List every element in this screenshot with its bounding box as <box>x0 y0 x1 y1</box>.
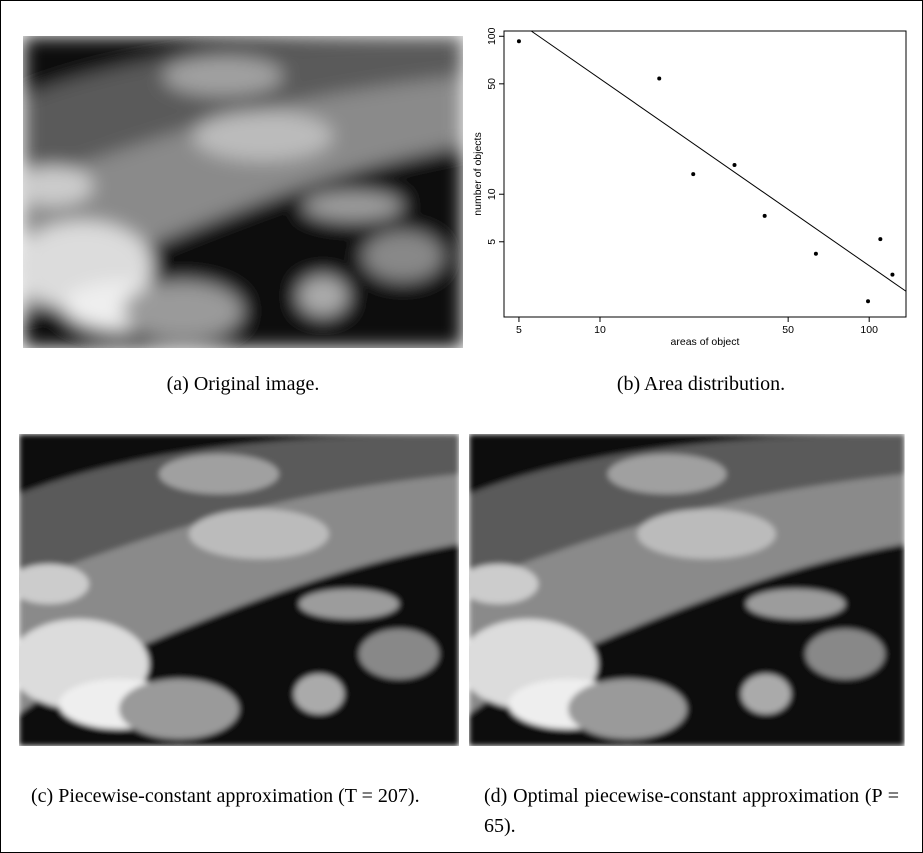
approximation-image <box>19 434 459 746</box>
y-tick-label: 10 <box>486 188 498 200</box>
point <box>813 251 818 256</box>
point <box>657 76 662 81</box>
y-axis-label: number of objects <box>472 132 484 215</box>
caption: (c) Piecewise-constant approximation (T … <box>31 785 420 807</box>
point <box>890 272 895 277</box>
original-image <box>23 36 463 348</box>
point <box>866 299 871 304</box>
optimal-approximation-image <box>469 434 905 746</box>
x-tick-label: 50 <box>782 324 794 336</box>
x-tick-label: 10 <box>594 324 606 336</box>
point <box>732 163 737 168</box>
point <box>691 172 696 177</box>
x-tick-label: 100 <box>860 324 878 336</box>
plot-frame <box>503 30 907 318</box>
fit-line <box>531 30 907 292</box>
y-tick-label: 50 <box>486 78 498 90</box>
caption: (b) Area distribution. <box>616 373 786 395</box>
caption: (d) Optimal piecewise-constant approxima… <box>484 785 899 837</box>
x-tick-label: 5 <box>516 324 522 336</box>
point <box>762 213 767 218</box>
point <box>516 39 521 44</box>
y-tick-label: 5 <box>486 239 498 245</box>
point <box>878 237 883 242</box>
caption: (a) Original image. <box>166 373 320 395</box>
x-axis-label: areas of object <box>671 336 740 348</box>
y-tick-label: 100 <box>486 27 498 45</box>
